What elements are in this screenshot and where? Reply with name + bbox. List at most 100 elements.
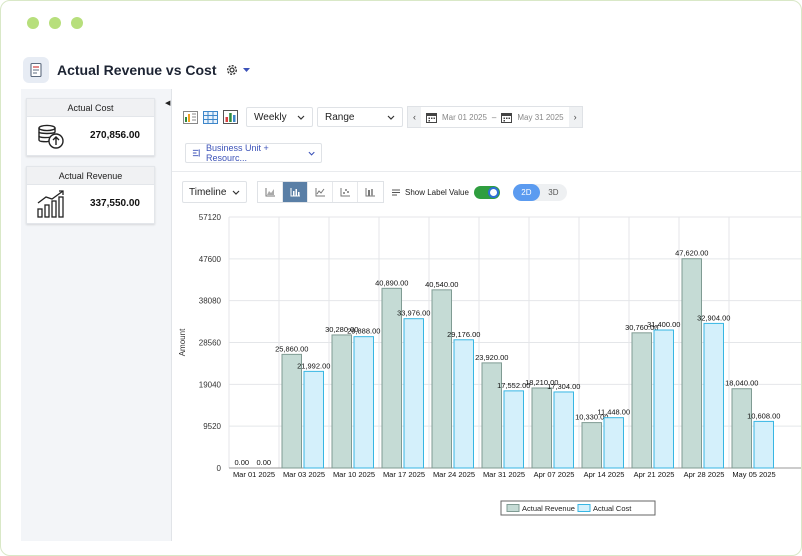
window-dot-close[interactable] bbox=[27, 17, 39, 29]
growth-chart-icon bbox=[36, 189, 68, 224]
2d-button[interactable]: 2D bbox=[512, 183, 540, 201]
area-chart-icon bbox=[265, 188, 275, 197]
actual-revenue-card[interactable]: Actual Revenue 337,550.00 bbox=[26, 166, 155, 224]
legend-swatch-cost bbox=[577, 504, 591, 512]
workspace: Actual Cost 270,856.00 Actual Revenue bbox=[21, 89, 801, 541]
data-label: 10,608.00 bbox=[747, 411, 780, 420]
chart-panel: Weekly Range ‹ Mar 01 2025 – bbox=[171, 89, 801, 541]
date-range: ‹ Mar 01 2025 – May 31 2025 › bbox=[407, 106, 583, 128]
card-label: Actual Cost bbox=[27, 99, 154, 117]
data-label: 40,890.00 bbox=[375, 278, 408, 287]
caret-down-icon[interactable] bbox=[242, 67, 251, 73]
data-label: 18,040.00 bbox=[725, 379, 758, 388]
window-dot-maximize[interactable] bbox=[71, 17, 83, 29]
legend-label: Actual Cost bbox=[593, 504, 632, 513]
3d-button[interactable]: 3D bbox=[548, 187, 559, 197]
cost-bar bbox=[303, 370, 324, 469]
revenue-bar bbox=[331, 334, 352, 469]
y-tick-label: 19040 bbox=[199, 380, 222, 389]
x-tick-label: Mar 03 2025 bbox=[283, 470, 325, 479]
start-date: Mar 01 2025 bbox=[442, 112, 487, 122]
revenue-bar bbox=[631, 332, 652, 469]
y-tick-label: 28560 bbox=[199, 339, 222, 348]
x-tick-label: May 05 2025 bbox=[732, 470, 775, 479]
period-select[interactable]: Weekly bbox=[246, 107, 313, 127]
actual-cost-card[interactable]: Actual Cost 270,856.00 bbox=[26, 98, 155, 156]
show-label-value-toggle[interactable] bbox=[473, 185, 500, 199]
data-label: 25,860.00 bbox=[275, 344, 308, 353]
end-date-field[interactable]: May 31 2025 bbox=[496, 112, 568, 123]
chevron-down-icon bbox=[297, 115, 305, 120]
data-label: 33,976.00 bbox=[397, 309, 430, 318]
x-tick-label: Mar 31 2025 bbox=[483, 470, 525, 479]
revenue-bar bbox=[381, 287, 402, 469]
report-icon bbox=[23, 57, 49, 83]
view-mode-select[interactable]: Timeline bbox=[182, 181, 247, 203]
revenue-bar bbox=[481, 362, 502, 469]
cost-bar bbox=[553, 391, 574, 469]
legend-label: Actual Revenue bbox=[522, 504, 575, 513]
chart-view-icon[interactable] bbox=[221, 108, 239, 126]
x-tick-label: Mar 17 2025 bbox=[383, 470, 425, 479]
show-label-value-label: Show Label Value bbox=[405, 187, 469, 197]
dimension-toggle: 2D 3D bbox=[512, 183, 567, 201]
revenue-cost-bar-chart: 0 9520 19040 28560 38080 47600 57120 Amount 0.00… bbox=[172, 214, 801, 541]
toggle-knob bbox=[487, 186, 499, 198]
group-by-value: Business Unit + Resourc... bbox=[206, 143, 269, 163]
range-select[interactable]: Range bbox=[317, 107, 403, 127]
cost-bar bbox=[353, 336, 374, 469]
chart-type-group bbox=[257, 181, 384, 203]
data-label: 30,280.00 bbox=[325, 325, 358, 334]
x-tick-label: Apr 07 2025 bbox=[534, 470, 575, 479]
collapse-left-icon[interactable]: ◀ bbox=[165, 100, 171, 107]
card-label: Actual Revenue bbox=[27, 167, 154, 185]
start-date-field[interactable]: Mar 01 2025 bbox=[421, 112, 492, 123]
line-chart-button[interactable] bbox=[308, 182, 333, 202]
revenue-bar bbox=[431, 289, 452, 469]
card-value: 337,550.00 bbox=[89, 198, 140, 209]
x-tick-label: Apr 14 2025 bbox=[584, 470, 625, 479]
period-select-value: Weekly bbox=[254, 111, 287, 123]
chevron-down-icon bbox=[387, 115, 395, 120]
data-label: 10,330.00 bbox=[575, 413, 608, 422]
cost-bar bbox=[753, 420, 774, 469]
window-dot-minimize[interactable] bbox=[49, 17, 61, 29]
area-chart-button[interactable] bbox=[258, 182, 283, 202]
data-label: 21,992.00 bbox=[297, 361, 330, 370]
page-title: Actual Revenue vs Cost bbox=[57, 62, 217, 78]
stacked-bar-chart-button[interactable] bbox=[358, 182, 383, 202]
y-tick-label: 38080 bbox=[199, 297, 222, 306]
table-view-icon[interactable] bbox=[201, 108, 219, 126]
data-label: 23,920.00 bbox=[475, 353, 508, 362]
y-tick-label: 9520 bbox=[203, 422, 221, 431]
scatter-chart-button[interactable] bbox=[333, 182, 358, 202]
bar-chart-button[interactable] bbox=[283, 182, 308, 202]
data-label: 47,620.00 bbox=[675, 249, 708, 258]
data-label: 31,400.00 bbox=[647, 320, 680, 329]
calendar-icon bbox=[501, 112, 513, 123]
group-by-select[interactable]: Business Unit + Resourc... bbox=[185, 143, 322, 163]
y-tick-label: 57120 bbox=[199, 214, 222, 222]
chart-toolbar: Timeline bbox=[182, 180, 567, 204]
range-select-value: Range bbox=[325, 111, 355, 123]
gear-icon[interactable] bbox=[225, 63, 239, 77]
chevron-down-icon bbox=[232, 190, 240, 195]
data-label: 0.00 bbox=[256, 458, 271, 467]
data-label: 29,888.00 bbox=[347, 327, 380, 336]
cost-bar bbox=[703, 322, 724, 469]
cost-bar bbox=[403, 318, 424, 469]
revenue-bar bbox=[531, 387, 552, 469]
x-tick-label: Apr 28 2025 bbox=[684, 470, 725, 479]
x-tick-label: Mar 10 2025 bbox=[333, 470, 375, 479]
revenue-bar bbox=[281, 353, 302, 469]
next-period-button[interactable]: › bbox=[568, 107, 582, 127]
cost-bar bbox=[503, 390, 524, 469]
revenue-bar bbox=[581, 422, 602, 469]
data-label: 17,304.00 bbox=[547, 382, 580, 391]
x-tick-label: Mar 24 2025 bbox=[433, 470, 475, 479]
date-separator: – bbox=[491, 112, 497, 122]
prev-period-button[interactable]: ‹ bbox=[408, 107, 421, 127]
chart-table-view-icon[interactable] bbox=[181, 108, 199, 126]
y-tick-label: 47600 bbox=[199, 255, 222, 264]
